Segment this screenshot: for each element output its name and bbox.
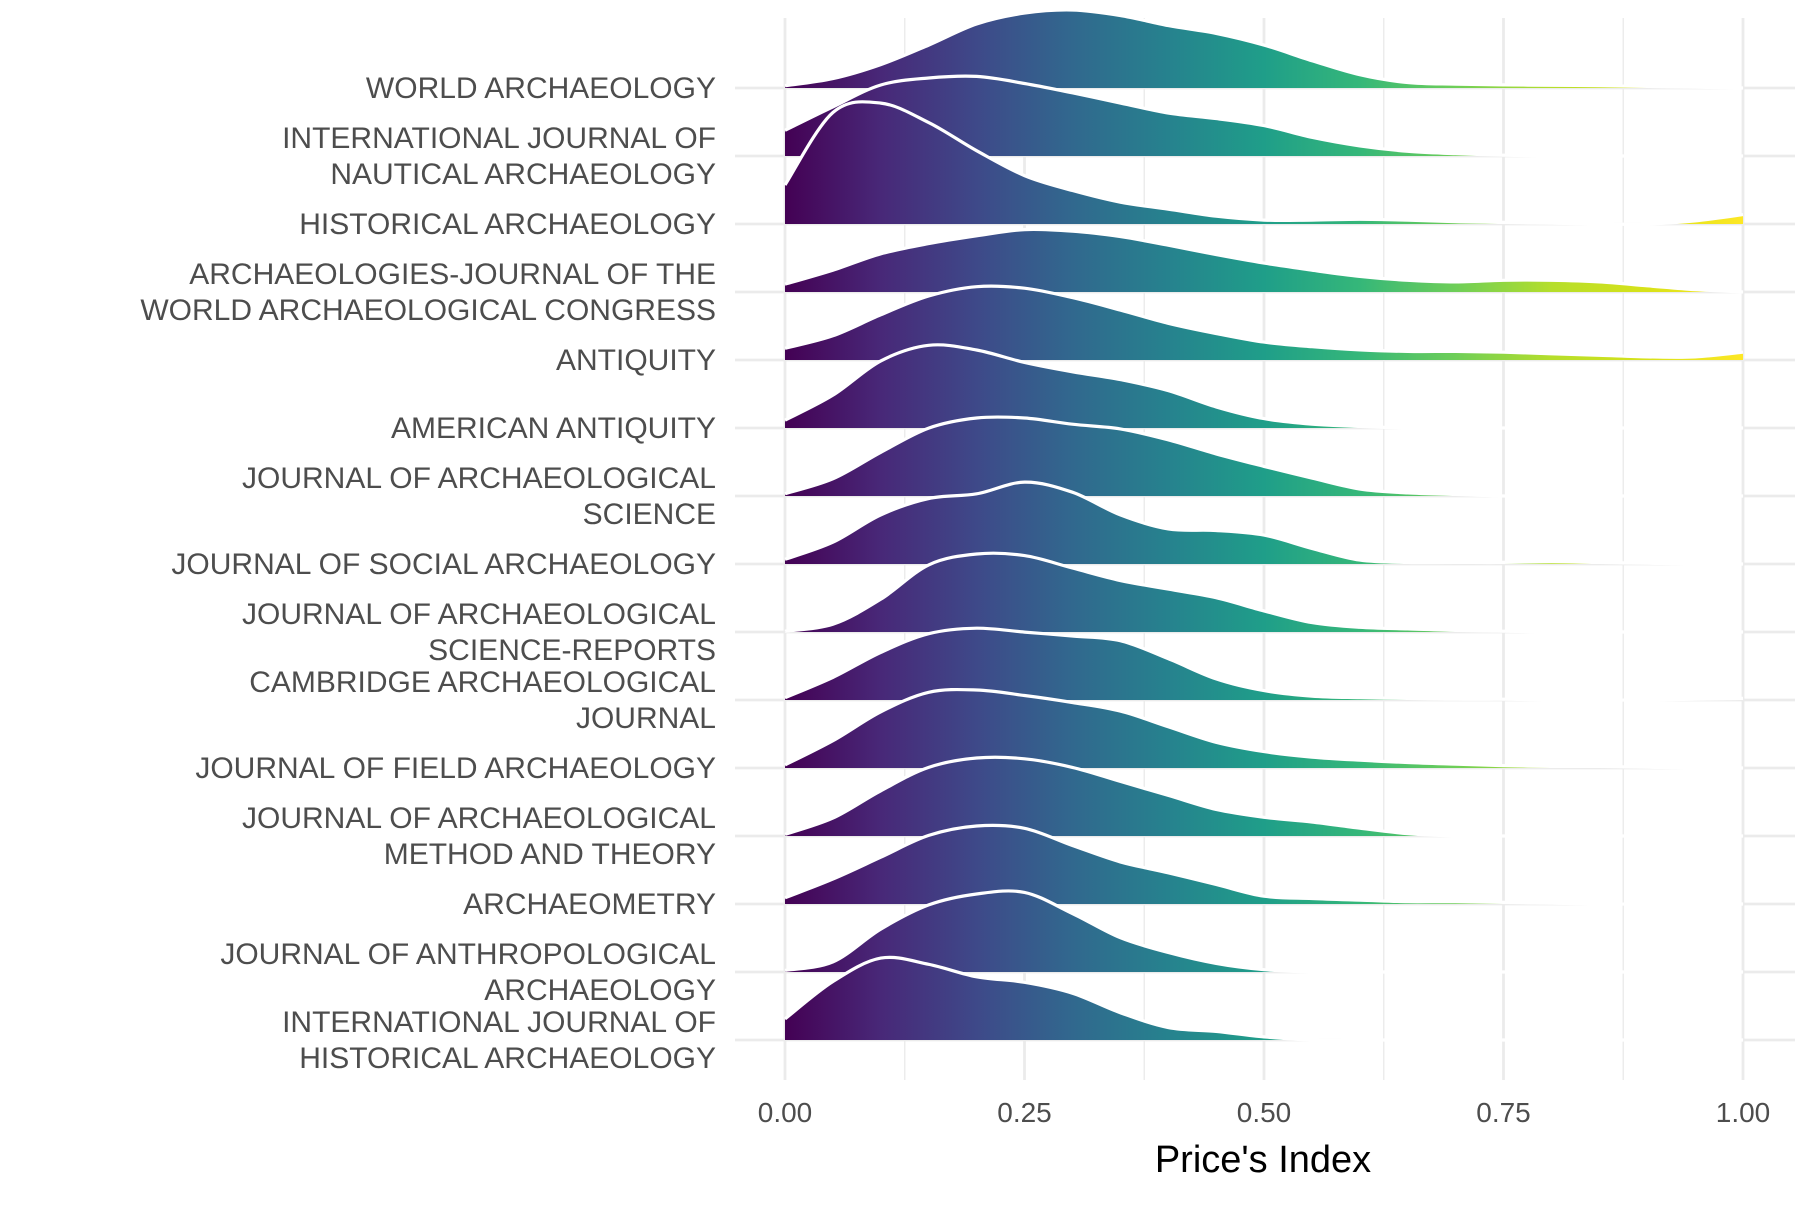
ridge-outline <box>784 343 1743 430</box>
category-label: JOURNAL OF ARCHAEOLOGICAL METHOD AND THEO… <box>242 802 716 871</box>
x-tick-label: 0.75 <box>1476 1097 1531 1128</box>
category-label-line: JOURNAL OF FIELD ARCHAEOLOGY <box>195 752 716 785</box>
ridge-outline <box>784 74 1743 158</box>
ridge-area <box>785 344 1743 429</box>
category-label: ARCHAEOLOGIES-JOURNAL OF THE WORLD ARCHAE… <box>140 258 716 327</box>
ridge-series <box>784 551 1743 634</box>
ridge-series <box>784 755 1743 838</box>
ridge-area <box>785 553 1743 633</box>
category-label-line: AMERICAN ANTIQUITY <box>391 412 716 445</box>
ridge-outline <box>784 227 1744 294</box>
category-label: JOURNAL OF FIELD ARCHAEOLOGY <box>195 752 716 785</box>
category-label-line: SCIENCE <box>583 498 716 531</box>
category-label-line: METHOD AND THEORY <box>384 838 716 871</box>
ridge-series <box>784 955 1743 1042</box>
category-label-line: NAUTICAL ARCHAEOLOGY <box>330 158 716 191</box>
category-label: INTERNATIONAL JOURNAL OF NAUTICAL ARCHAEO… <box>282 122 716 191</box>
ridge-area <box>785 416 1743 497</box>
x-tick-label: 0.00 <box>758 1097 813 1128</box>
category-label-line: WORLD ARCHAEOLOGY <box>366 72 716 105</box>
ridge-series <box>784 74 1743 158</box>
ridge-outline <box>784 626 1744 702</box>
category-label-line: INTERNATIONAL JOURNAL OF <box>282 122 716 155</box>
category-label-line: JOURNAL OF ARCHAEOLOGICAL <box>242 598 716 631</box>
ridge-outline <box>784 823 1743 906</box>
category-label: JOURNAL OF ARCHAEOLOGICAL SCIENCE-REPORTS <box>242 598 716 667</box>
category-label-line: ARCHAEOLOGIES-JOURNAL OF THE <box>189 258 716 291</box>
ridge-series <box>784 889 1743 974</box>
ridge-series <box>784 480 1744 566</box>
ridge-series <box>784 626 1744 702</box>
category-label: JOURNAL OF ARCHAEOLOGICAL SCIENCE <box>242 462 716 531</box>
category-label: HISTORICAL ARCHAEOLOGY <box>299 208 716 241</box>
x-axis-title: Price's Index <box>1155 1139 1371 1181</box>
category-label: AMERICAN ANTIQUITY <box>391 412 716 445</box>
category-label: ANTIQUITY <box>556 344 716 377</box>
category-label-line: HISTORICAL ARCHAEOLOGY <box>299 208 716 241</box>
ridge-outline <box>784 551 1743 634</box>
category-label-line: INTERNATIONAL JOURNAL OF <box>282 1006 716 1039</box>
category-label-line: SCIENCE-REPORTS <box>428 634 716 667</box>
ridge-outline <box>784 284 1744 359</box>
x-axis-ticks: 0.00 0.25 0.50 0.75 1.00 <box>758 1097 1771 1128</box>
category-label-line: JOURNAL OF ARCHAEOLOGICAL <box>242 462 716 495</box>
ridge-area <box>785 9 1743 88</box>
x-tick-label: 0.25 <box>997 1097 1052 1128</box>
ridge-outline <box>784 8 1744 90</box>
ridge-area <box>785 689 1743 769</box>
ridge-outline <box>784 415 1743 498</box>
category-label-line: JOURNAL OF ANTHROPOLOGICAL <box>220 938 716 971</box>
category-label-line: WORLD ARCHAEOLOGICAL CONGRESS <box>140 294 716 327</box>
ridge-area <box>785 628 1743 701</box>
ridge-area <box>785 76 1743 157</box>
ridge-series <box>784 227 1744 294</box>
ridge-area <box>785 286 1743 360</box>
category-labels: WORLD ARCHAEOLOGY INTERNATIONAL JOURNAL O… <box>140 72 716 1075</box>
category-label: JOURNAL OF ANTHROPOLOGICAL ARCHAEOLOGY <box>220 938 716 1007</box>
category-label-line: ANTIQUITY <box>556 344 716 377</box>
category-label: JOURNAL OF SOCIAL ARCHAEOLOGY <box>171 548 716 581</box>
ridge-series <box>784 8 1744 90</box>
category-label-line: JOURNAL <box>576 702 716 735</box>
ridge-outline <box>784 889 1743 974</box>
ridge-area <box>785 101 1743 225</box>
ridge-series <box>784 687 1744 770</box>
ridge-area <box>785 757 1743 837</box>
x-tick-label: 0.50 <box>1237 1097 1292 1128</box>
category-label-line: HISTORICAL ARCHAEOLOGY <box>299 1042 716 1075</box>
ridge-outline <box>784 480 1744 566</box>
ridge-series <box>783 100 1744 226</box>
category-label-line: JOURNAL OF SOCIAL ARCHAEOLOGY <box>171 548 716 581</box>
ridge-area <box>785 890 1743 973</box>
x-tick-label: 1.00 <box>1716 1097 1771 1128</box>
ridge-series <box>784 284 1744 360</box>
ridge-outline <box>784 755 1743 838</box>
category-label-line: ARCHAEOMETRY <box>463 888 716 921</box>
category-label: INTERNATIONAL JOURNAL OF HISTORICAL ARCHA… <box>282 1006 716 1075</box>
category-label: CAMBRIDGE ARCHAEOLOGICAL JOURNAL <box>249 666 716 735</box>
ridge-layer <box>783 8 1744 1042</box>
ridge-area <box>785 957 1743 1041</box>
ridge-outline <box>784 955 1743 1042</box>
ridge-series <box>784 415 1743 498</box>
category-label-line: ARCHAEOLOGY <box>484 974 716 1007</box>
category-label-line: CAMBRIDGE ARCHAEOLOGICAL <box>249 666 716 699</box>
ridge-series <box>784 823 1743 906</box>
category-label: WORLD ARCHAEOLOGY <box>366 72 716 105</box>
ridge-series <box>784 343 1743 430</box>
ridge-area <box>785 482 1743 565</box>
ridge-outline <box>783 100 1744 226</box>
ridge-area <box>785 825 1743 905</box>
category-label: ARCHAEOMETRY <box>463 888 716 921</box>
ridge-outline <box>784 687 1744 770</box>
category-label-line: JOURNAL OF ARCHAEOLOGICAL <box>242 802 716 835</box>
ridge-area <box>785 229 1743 292</box>
